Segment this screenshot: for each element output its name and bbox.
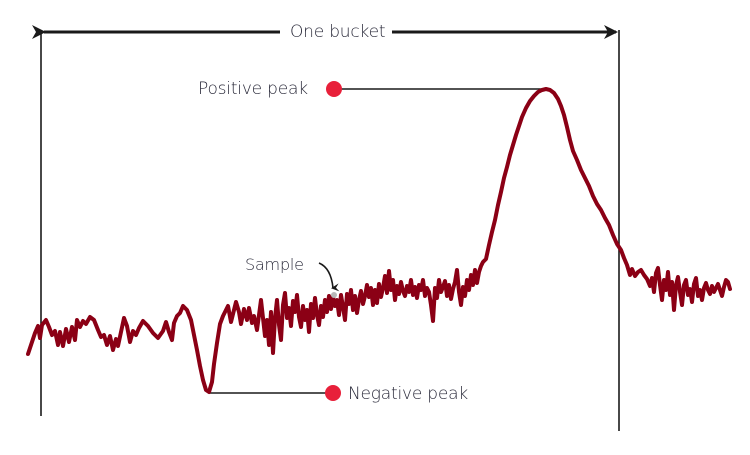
signal-trace bbox=[26, 87, 732, 394]
sample-label: Sample bbox=[245, 255, 304, 274]
sample-point bbox=[331, 292, 337, 298]
negative-peak-marker bbox=[325, 385, 341, 401]
positive-peak-marker bbox=[326, 81, 342, 97]
positive-peak-label: Positive peak bbox=[198, 79, 308, 99]
bucket-label: One bucket bbox=[287, 22, 389, 42]
negative-peak-label: Negative peak bbox=[348, 384, 469, 404]
sample-arrow-icon bbox=[318, 262, 340, 292]
